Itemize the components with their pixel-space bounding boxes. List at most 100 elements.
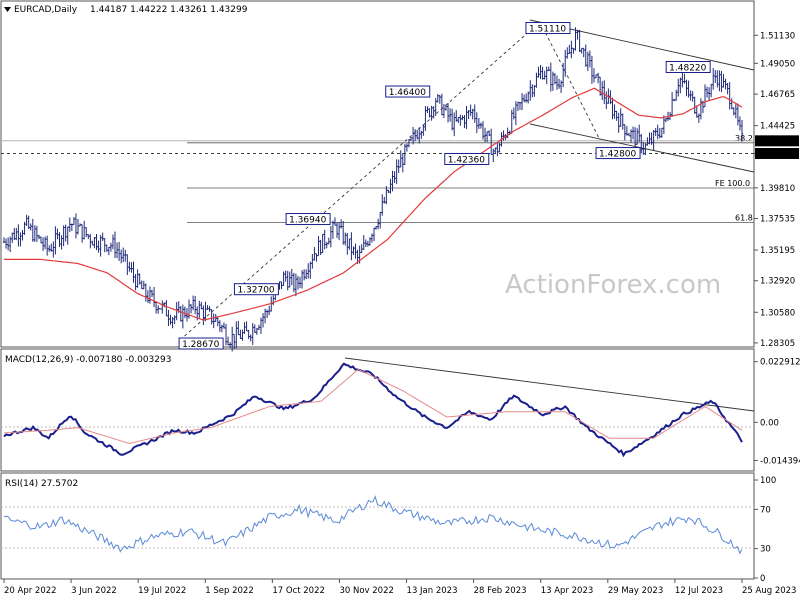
price-bar [446,103,450,123]
price-bar [124,249,127,262]
fib-618-label: 61.8 [735,213,753,222]
price-bar [619,108,622,127]
price-bar [41,237,45,251]
price-bar [475,112,479,134]
price-bar [707,87,711,102]
x-tick-label: 25 Aug 2023 [742,586,796,596]
price-bar [670,92,674,118]
macd-panel-frame [0,348,755,472]
price-bar [570,40,573,59]
price-bar [514,101,518,126]
price-bar [409,136,413,141]
price-bar [68,217,71,233]
x-tick: 12 Jul 2023 [674,579,723,596]
price-bar [173,315,176,325]
price-bar [13,227,16,240]
price-bar [629,129,633,143]
price-bar [333,217,337,226]
price-bar [150,289,154,297]
price-bar [533,85,536,97]
price-bar [705,86,709,98]
price-bar [483,127,487,143]
price-bar [734,103,738,119]
price-bar [397,159,400,173]
y-tick: 0.00 [754,418,779,428]
price-bar [251,323,254,345]
watermark: ActionForex.com [505,270,721,300]
price-bar [29,223,32,231]
dashed-retrace-line [539,21,601,141]
price-bar [130,262,133,273]
price-bar [111,234,115,250]
x-tick: 28 Feb 2023 [473,579,527,596]
price-bar [656,124,659,140]
price-bar [97,240,100,253]
price-bar [45,235,49,256]
price-bar [220,324,224,333]
price-bar [615,110,618,121]
price-bar [239,329,242,339]
price-bar [389,178,392,194]
price-bar [401,153,405,173]
price-bar [598,76,602,96]
price-bar [115,242,119,259]
price-bar [21,230,24,241]
price-bar [428,108,431,118]
price-bar [62,225,65,247]
price-bar [672,98,676,102]
price-bar [524,93,528,103]
price-bar [617,112,620,133]
price-bar [339,219,343,229]
price-bar [216,317,219,327]
price-bar [272,295,275,306]
price-bar [549,62,553,92]
price-bar [290,268,293,286]
price-bar [490,128,493,156]
x-tick: 13 Jan 2023 [406,579,458,596]
price-bar [39,236,43,244]
price-bar [138,273,141,285]
price-bar [243,322,246,334]
lower-channel-line [529,123,755,173]
price-bar [592,68,596,83]
price-bar [360,244,363,253]
price-bar [697,113,701,123]
price-label-text: 1.36940 [289,216,326,226]
price-label: 1.28670 [178,337,224,350]
macd-line [3,362,743,458]
price-bar [109,242,113,252]
price-bar [298,276,302,289]
price-bar [726,82,729,95]
price-label: 1.48220 [665,60,711,73]
price-bar [473,104,476,123]
y-tick: 1.51130 [754,31,795,41]
y-tick: 1.49050 [754,59,795,69]
price-bar [66,226,69,245]
price-bar [366,240,370,247]
price-bar [732,107,735,116]
price-bar [368,237,372,246]
price-bar [52,241,55,258]
price-bar [37,234,41,240]
x-tick-label: 19 Jul 2022 [138,586,186,596]
current-price-text: 1.43299 [758,137,793,147]
price-bar [122,247,125,263]
price-bar [580,47,583,54]
price-bar [457,117,460,124]
price-label: 1.36940 [285,213,331,226]
price-bar [714,70,717,84]
price-bar [280,281,283,290]
price-bar [578,29,581,53]
date-x-axis: 20 Apr 2022 3 Jun 2022 19 Jul 2022 1 Sep 20… [3,579,796,596]
price-bar [370,233,374,243]
price-bar [442,103,446,118]
price-bar [313,247,316,261]
price-bar [6,237,10,251]
price-label: 1.32700 [233,283,279,296]
price-label-text: 1.42800 [599,150,636,160]
price-bar [559,80,563,93]
price-bar [520,93,524,111]
y-tick: 1.46765 [754,90,795,100]
price-bar [658,128,661,139]
macd-trendline [344,357,755,412]
